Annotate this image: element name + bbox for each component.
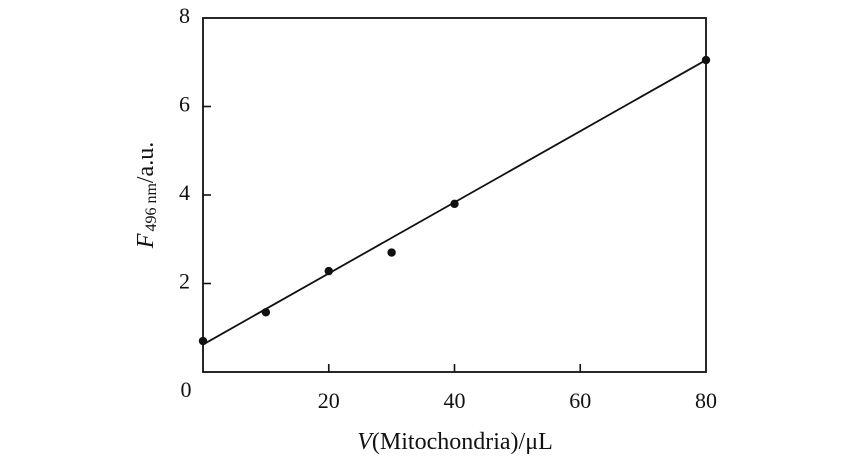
x-axis-ticks: 20 40 60 80 [318,364,717,413]
y-tick-label: 2 [179,269,190,294]
y-axis-label-sub: 496 nm [143,183,160,232]
y-tick-label: 4 [179,180,190,205]
origin-tick-label: 0 [181,377,192,402]
x-tick-label: 60 [569,388,591,413]
x-axis-label: V(Mitochondria)/μL [357,429,553,455]
data-point [387,248,396,257]
data-point [261,308,271,317]
y-axis-label: F496 nm/a.u. [133,142,160,249]
y-axis-label-rest: /a.u. [133,142,159,183]
y-tick-label: 6 [179,92,190,117]
x-tick-label: 20 [318,388,340,413]
data-point [324,266,333,276]
data-point [450,199,459,209]
data-point [701,55,711,65]
plot-frame [202,17,707,373]
y-axis-label-var: F [133,233,159,249]
data-points [198,55,711,346]
x-axis-label-rest: (Mitochondria)/μL [372,429,553,455]
y-tick-label: 8 [179,3,190,28]
data-point [198,336,208,346]
y-axis-ticks: 2 4 6 8 [179,3,211,294]
x-tick-label: 80 [695,388,717,413]
x-axis-label-var: V [357,429,374,455]
x-tick-label: 40 [444,388,466,413]
